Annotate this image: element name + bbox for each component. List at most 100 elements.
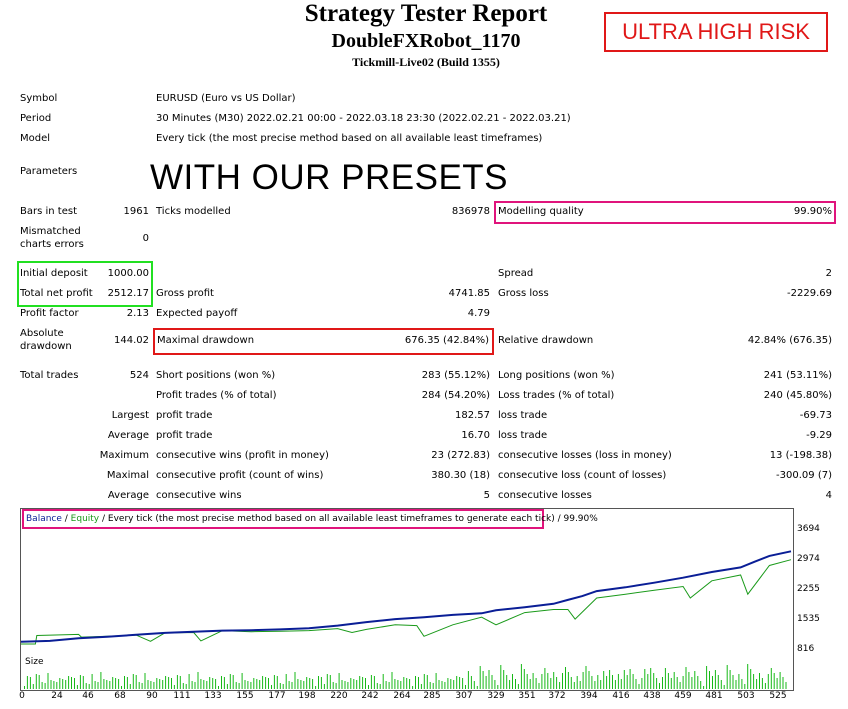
volume-bar — [465, 685, 466, 689]
volume-bar — [173, 685, 175, 689]
volume-bar — [473, 681, 475, 689]
volume-bar — [200, 679, 202, 689]
x-tick-label: 503 — [737, 691, 755, 701]
volume-bar — [415, 676, 416, 689]
risk-badge: ULTRA HIGH RISK — [604, 12, 828, 52]
volume-bar — [24, 686, 25, 689]
volume-bar — [76, 685, 78, 689]
volume-bar — [782, 677, 784, 689]
volume-bar — [97, 682, 99, 689]
long-positions-label: Long positions (won %) — [498, 370, 615, 381]
model-value: Every tick (the most precise method base… — [156, 133, 543, 144]
maximal-consecutive-profit-label: consecutive profit (count of wins) — [156, 470, 324, 481]
legend-separator: / — [61, 514, 71, 524]
volume-bar — [197, 672, 199, 689]
volume-bar — [100, 672, 102, 689]
volume-bar — [35, 674, 37, 689]
x-tick-label: 198 — [298, 691, 316, 701]
volume-bar — [50, 680, 52, 689]
volume-bar — [218, 686, 219, 689]
volume-bar — [438, 680, 440, 689]
quality-value: 99.90% — [793, 206, 832, 217]
volume-bar — [512, 674, 513, 689]
volume-bar — [312, 679, 314, 689]
volume-bar — [403, 677, 405, 689]
y-tick-label: 2974 — [797, 554, 820, 564]
volume-bar — [318, 676, 319, 689]
volume-bar — [241, 673, 243, 689]
volume-bar — [229, 674, 231, 689]
equity-line — [21, 559, 792, 645]
volume-bar — [717, 675, 719, 689]
volume-bar — [235, 682, 237, 689]
volume-bar — [759, 673, 760, 689]
volume-bar — [144, 673, 146, 689]
volume-bar — [406, 678, 408, 689]
volume-bar — [362, 677, 364, 689]
volume-bar — [188, 674, 190, 689]
profit-trades-label: Profit trades (% of total) — [156, 390, 277, 401]
x-tick-label: 46 — [82, 691, 94, 701]
parameters-label: Parameters — [20, 166, 78, 177]
volume-bar — [244, 680, 246, 689]
volume-bar — [700, 681, 702, 689]
largest-profit-value: 182.57 — [455, 410, 490, 421]
volume-bar — [694, 671, 696, 689]
largest-label: Largest — [111, 410, 149, 421]
volume-bar — [138, 682, 140, 689]
volume-bar — [179, 676, 181, 689]
volume-bar — [706, 666, 708, 689]
robot-name: DoubleFXRobot_1170 — [331, 30, 521, 52]
volume-bar — [750, 669, 752, 689]
volume-bar — [394, 679, 396, 689]
volume-bar — [250, 682, 252, 689]
volume-bar — [579, 681, 581, 689]
presets-caption: WITH OUR PRESETS — [150, 158, 509, 197]
volume-bar — [88, 684, 90, 689]
volume-bar — [535, 678, 537, 689]
quality-label: Modelling quality — [498, 206, 584, 217]
volume-bar — [129, 684, 131, 689]
short-positions-label: Short positions (won %) — [156, 370, 276, 381]
volume-bar — [71, 677, 72, 689]
volume-bar — [588, 671, 590, 689]
initial-deposit-value: 1000.00 — [107, 268, 149, 279]
volume-bar — [720, 680, 722, 689]
legend-balance: Balance — [26, 514, 62, 524]
volume-bar — [232, 675, 234, 689]
volume-bar — [376, 683, 378, 689]
volume-bar — [253, 678, 255, 689]
x-tick-label: 242 — [361, 691, 379, 701]
volume-bar — [556, 677, 558, 689]
maximal-consecutive-loss-value: -300.09 (7) — [776, 470, 832, 481]
volume-bar — [532, 673, 534, 689]
volume-bar — [506, 675, 508, 689]
volume-bar — [597, 675, 599, 689]
spread-label: Spread — [498, 268, 534, 279]
volume-bar — [529, 679, 531, 689]
maximal-drawdown-value: 676.35 (42.84%) — [404, 335, 489, 346]
volume-bar — [732, 675, 734, 689]
volume-bar — [591, 676, 593, 689]
volume-bar — [420, 684, 422, 689]
volume-bar — [38, 675, 40, 689]
volume-bar — [726, 665, 728, 689]
balance-equity-chart — [20, 508, 794, 656]
volume-bar — [323, 684, 325, 689]
volume-bar — [500, 665, 502, 689]
volume-bar — [559, 682, 561, 689]
volume-bar — [682, 676, 684, 689]
volume-bar — [738, 674, 740, 689]
volume-bar — [285, 674, 287, 689]
symbol-value: EURUSD (Euro vs US Dollar) — [156, 93, 296, 104]
volume-bar — [82, 676, 84, 689]
volume-bar — [714, 670, 716, 689]
volume-bar — [609, 670, 611, 689]
volume-bar — [320, 677, 322, 689]
volume-bar — [62, 679, 64, 689]
mismatch-label-line2: charts errors — [20, 239, 84, 250]
volume-bar — [276, 676, 278, 689]
volume-bar — [32, 684, 34, 689]
volume-bar — [667, 673, 669, 689]
volume-bar — [171, 678, 172, 689]
